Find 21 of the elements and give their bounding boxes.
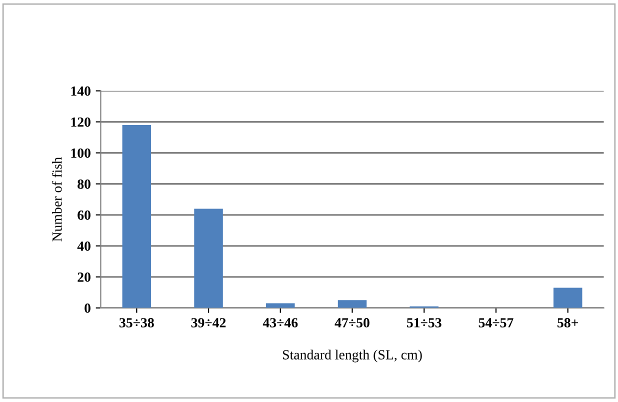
y-tick-label: 100 (71, 148, 90, 158)
x-tick-label: 58+ (558, 318, 578, 328)
y-tick-label: 60 (78, 210, 90, 220)
y-tick-label: 0 (84, 304, 90, 313)
bar (338, 300, 367, 308)
y-axis-title: Number of fish (52, 157, 62, 242)
x-tick-label: 35÷38 (119, 318, 154, 328)
x-tick-label: 47÷50 (334, 318, 370, 328)
x-tick-label: 54÷57 (478, 318, 514, 328)
x-tick-label: 43÷46 (262, 318, 298, 328)
x-axis-title: Standard length (SL, cm) (282, 350, 422, 362)
y-tick-label: 40 (77, 241, 90, 251)
y-tick-label: 20 (78, 272, 90, 282)
bar (553, 288, 582, 308)
y-tick-label: 120 (71, 117, 90, 127)
x-tick-label: 39÷42 (191, 318, 226, 328)
bar (122, 124, 152, 308)
y-tick-label: 140 (71, 86, 90, 96)
bar (194, 208, 223, 308)
y-tick-label: 80 (78, 179, 90, 189)
x-tick-label: 51÷53 (406, 318, 442, 328)
